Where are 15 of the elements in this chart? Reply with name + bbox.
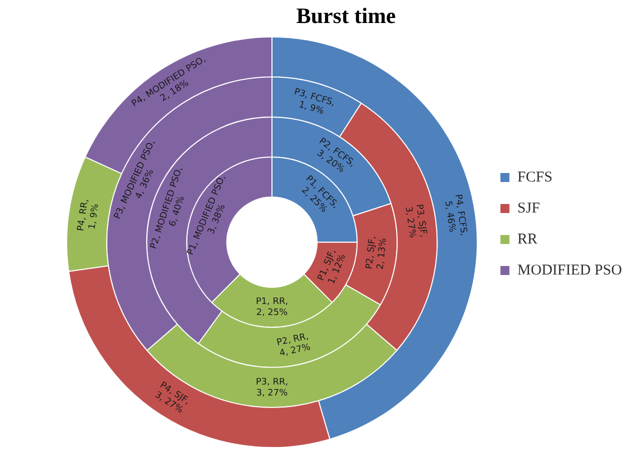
data-label: P3, RR, 3, 27% bbox=[256, 377, 288, 398]
data-label: P1, SJF, 1, 12% bbox=[316, 248, 348, 286]
chart-title: Burst time bbox=[296, 2, 396, 28]
legend-label: RR bbox=[517, 231, 538, 248]
legend-label: MODIFIED PSO bbox=[517, 262, 622, 278]
data-label: P1, RR, 2, 25% bbox=[256, 297, 288, 318]
data-label: P2, SJF, 2, 13% bbox=[364, 236, 390, 270]
legend-label: FCFS bbox=[517, 169, 552, 186]
legend-label: SJF bbox=[517, 200, 540, 216]
data-label: P2, RR, 4, 27% bbox=[276, 332, 312, 359]
data-label: P3, SJF, 3, 27% bbox=[402, 204, 428, 240]
data-label: P4, RR, 1, 9% bbox=[76, 198, 102, 232]
data-label: P3, FCFS, 1, 9% bbox=[292, 87, 336, 117]
data-label: P4, FCFS, 5, 46% bbox=[442, 194, 468, 237]
data-label: P4, SJF, 3, 27% bbox=[152, 380, 192, 416]
